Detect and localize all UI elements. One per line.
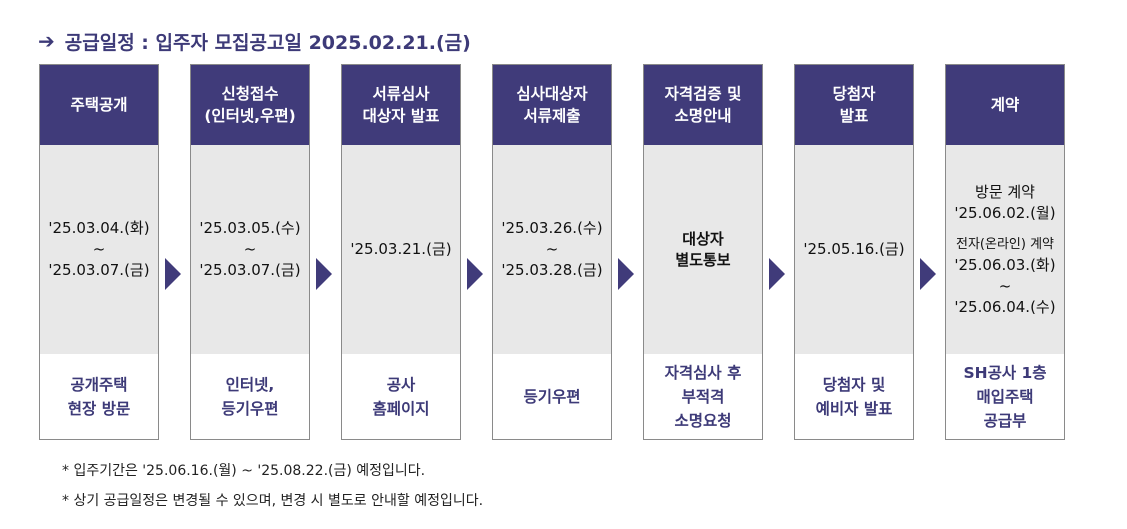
chevron-right-icon bbox=[618, 258, 634, 290]
chevron-right-icon bbox=[920, 258, 936, 290]
chevron-right-icon bbox=[316, 258, 332, 290]
step-method: 공개주택 현장 방문 bbox=[40, 354, 158, 439]
step-date-line: '25.03.04.(화) bbox=[48, 219, 150, 237]
step-method: 인터넷, 등기우편 bbox=[191, 354, 309, 439]
step-date-line: '25.03.05.(수) bbox=[199, 219, 301, 237]
step-date-line: ~ bbox=[92, 240, 106, 258]
step-date-line: 대상자 bbox=[682, 229, 724, 248]
step-heading: 자격검증 및 소명안내 bbox=[644, 65, 762, 145]
step-date: '25.03.26.(수) ~ '25.03.28.(금) bbox=[493, 145, 611, 354]
step-date: '25.03.04.(화) ~ '25.03.07.(금) bbox=[40, 145, 158, 354]
step-date-line: '25.03.26.(수) bbox=[501, 219, 603, 237]
schedule-title-text: 공급일정 : 입주자 모집공고일 2025.02.21.(금) bbox=[64, 31, 471, 54]
step-heading: 계약 bbox=[946, 65, 1064, 145]
step-method: 당첨자 및 예비자 발표 bbox=[795, 354, 913, 439]
step-date-line: 전자(온라인) 계약 bbox=[956, 236, 1054, 252]
step-method: 자격심사 후 부적격 소명요청 bbox=[644, 354, 762, 439]
arrow-right-icon: ➔ bbox=[38, 29, 55, 53]
chevron-right-icon bbox=[165, 258, 181, 290]
step-date: '25.03.21.(금) bbox=[342, 145, 460, 354]
schedule-step: 당첨자 발표 '25.05.16.(금) 당첨자 및 예비자 발표 bbox=[794, 64, 914, 440]
step-method: 공사 홈페이지 bbox=[342, 354, 460, 439]
step-date-line: ~ bbox=[998, 276, 1012, 295]
schedule-steps: 주택공개 '25.03.04.(화) ~ '25.03.07.(금) 공개주택 현장 방… bbox=[39, 64, 1094, 442]
step-date: '25.05.16.(금) bbox=[795, 145, 913, 354]
schedule-step: 서류심사 대상자 발표 '25.03.21.(금) 공사 홈페이지 bbox=[341, 64, 461, 440]
chevron-right-icon bbox=[467, 258, 483, 290]
step-date-line: '25.06.02.(월) bbox=[954, 203, 1056, 222]
step-heading: 주택공개 bbox=[40, 65, 158, 145]
step-date-line: ~ bbox=[243, 240, 257, 258]
step-method: SH공사 1층 매입주택 공급부 bbox=[946, 354, 1064, 439]
step-date-line: 방문 계약 bbox=[975, 182, 1035, 201]
schedule-title: ➔ 공급일정 : 입주자 모집공고일 2025.02.21.(금) bbox=[38, 26, 471, 56]
step-date-line: ~ bbox=[545, 240, 559, 258]
chevron-right-icon bbox=[769, 258, 785, 290]
step-date-line: '25.05.16.(금) bbox=[803, 240, 905, 258]
step-heading: 서류심사 대상자 발표 bbox=[342, 65, 460, 145]
step-date-line: '25.03.28.(금) bbox=[501, 261, 603, 279]
schedule-step: 신청접수 (인터넷,우편) '25.03.05.(수) ~ '25.03.07.(금)… bbox=[190, 64, 310, 440]
step-date: '25.03.05.(수) ~ '25.03.07.(금) bbox=[191, 145, 309, 354]
step-method: 등기우편 bbox=[493, 354, 611, 439]
step-date: 방문 계약 '25.06.02.(월) 전자(온라인) 계약 '25.06.03.(화… bbox=[946, 145, 1064, 354]
step-date-line: 별도통보 bbox=[675, 250, 731, 269]
step-heading: 심사대상자 서류제출 bbox=[493, 65, 611, 145]
note-schedule-change: * 상기 공급일정은 변경될 수 있으며, 변경 시 별도로 안내할 예정입니다… bbox=[62, 493, 484, 509]
step-heading: 당첨자 발표 bbox=[795, 65, 913, 145]
step-date-line: '25.03.07.(금) bbox=[48, 261, 150, 279]
step-date-line: '25.03.21.(금) bbox=[350, 240, 452, 258]
step-date-line: '25.06.04.(수) bbox=[954, 297, 1056, 316]
step-date-line: '25.03.07.(금) bbox=[199, 261, 301, 279]
note-move-in-period: * 입주기간은 '25.06.16.(월) ~ '25.08.22.(금) 예정… bbox=[62, 463, 426, 479]
step-heading: 신청접수 (인터넷,우편) bbox=[191, 65, 309, 145]
schedule-step: 주택공개 '25.03.04.(화) ~ '25.03.07.(금) 공개주택 현장 방… bbox=[39, 64, 159, 440]
schedule-step: 심사대상자 서류제출 '25.03.26.(수) ~ '25.03.28.(금) 등기우… bbox=[492, 64, 612, 440]
step-date-line: '25.06.03.(화) bbox=[954, 255, 1056, 274]
